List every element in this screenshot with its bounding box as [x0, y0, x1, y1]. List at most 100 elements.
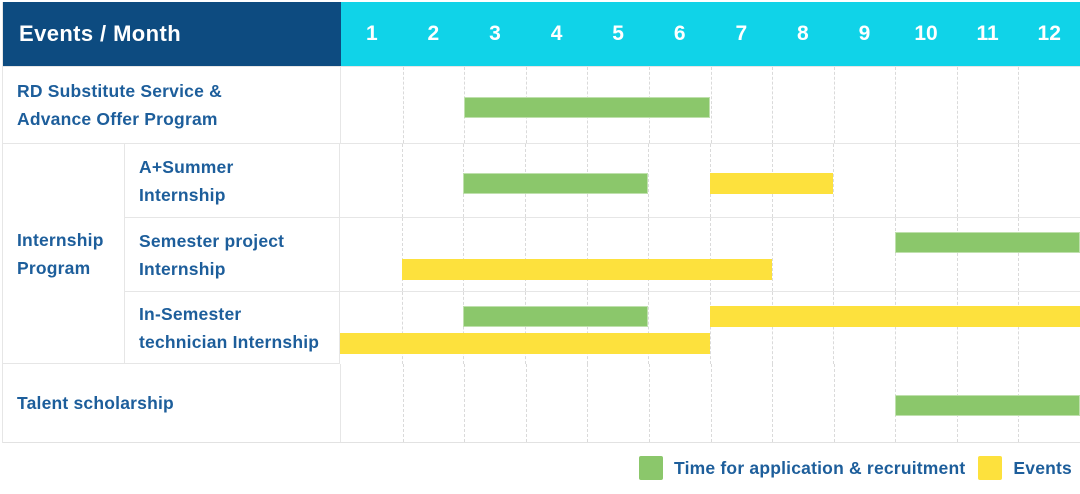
row-label-line: In-Semester [139, 304, 242, 324]
month-gridline [956, 218, 958, 291]
month-gridline [1018, 144, 1020, 217]
table-row-talent-scholarship: Talent scholarship [3, 363, 1080, 442]
month-gridline [710, 364, 712, 442]
month-gridline [895, 144, 896, 217]
month-gridline [833, 67, 835, 143]
month-gridline [833, 144, 835, 217]
row-label-talent-scholarship: Talent scholarship [3, 364, 341, 442]
event-period-bar [710, 306, 1080, 327]
month-label-7: 7 [735, 22, 748, 45]
month-gridline [772, 364, 774, 442]
green-swatch [639, 456, 664, 480]
month-label-1: 1 [365, 22, 378, 45]
month-gridline [956, 144, 958, 217]
month-gridline [402, 67, 404, 143]
row-label-line: RD Substitute Service & [17, 81, 222, 101]
row-label-line: Program [17, 257, 91, 278]
month-label-12: 12 [1037, 22, 1061, 45]
month-gridline [1018, 218, 1020, 291]
month-gridline [956, 67, 958, 143]
row-label-line: technician Internship [139, 332, 320, 352]
month-gridline [648, 292, 650, 364]
month-label-2: 2 [427, 22, 440, 45]
month-gridline [833, 292, 835, 364]
legend: Time for application & recruitment Events [0, 456, 1072, 480]
group-label-internship-program: Internship Program [3, 144, 125, 363]
chart-area [340, 144, 1080, 217]
month-header-strip: 1 2 3 4 5 6 7 8 9 10 11 12 [341, 2, 1080, 66]
recruitment-period-bar [895, 395, 1080, 416]
month-label-6: 6 [673, 22, 686, 45]
month-gridline [587, 364, 589, 442]
legend-item-green: Time for application & recruitment [639, 456, 965, 480]
month-label-4: 4 [550, 22, 563, 45]
row-label-semester-project-internship: Semester project Internship [125, 218, 340, 291]
row-label-line: Internship [139, 258, 226, 279]
chart-area [341, 364, 1080, 442]
row-label-in-semester-technician-internship: In-Semester technician Internship [125, 292, 340, 364]
month-gridline [525, 364, 527, 442]
table-row-a-plus-summer-internship: A+Summer Internship [125, 144, 1080, 217]
month-gridline [710, 218, 711, 291]
month-label-11: 11 [976, 22, 999, 45]
recruitment-period-bar [463, 306, 649, 327]
month-gridline [402, 364, 404, 442]
month-gridline [464, 364, 466, 442]
yellow-swatch [978, 456, 1003, 480]
chart-area [340, 218, 1080, 291]
month-gridline [648, 218, 650, 291]
month-gridline [710, 67, 712, 143]
internship-subrows: A+Summer Internship Semester project Intern… [125, 144, 1080, 364]
gantt-table: Events / Month 1 2 3 4 5 6 7 8 9 10 11 12 RD Substi… [2, 2, 1080, 443]
recruitment-period-bar [895, 232, 1080, 253]
row-label-line: A+Summer [139, 156, 234, 177]
month-label-5: 5 [612, 22, 624, 45]
table-header-row: Events / Month 1 2 3 4 5 6 7 8 9 10 11 12 [3, 2, 1080, 66]
recruitment-period-bar [463, 172, 649, 194]
month-label-9: 9 [858, 22, 871, 45]
month-gridline [772, 67, 774, 143]
month-gridline [1018, 67, 1020, 143]
chart-area [340, 292, 1080, 364]
legend-label: Events [1013, 457, 1072, 478]
row-label-rd-substitute-service: RD Substitute Service & Advance Offer Pro… [3, 67, 341, 143]
month-label-8: 8 [797, 22, 809, 45]
event-period-bar [340, 333, 710, 354]
month-gridline [525, 292, 526, 364]
table-section-internship-program: Internship Program A+Summer Internship Semes… [3, 143, 1080, 364]
event-period-bar [401, 259, 772, 280]
table-row-rd-substitute-service: RD Substitute Service & Advance Offer Pro… [3, 66, 1080, 143]
month-gridline [463, 292, 465, 364]
month-gridline [895, 67, 897, 143]
month-gridline [895, 292, 896, 364]
row-label-a-plus-summer-internship: A+Summer Internship [125, 144, 340, 217]
month-gridline [833, 364, 835, 442]
month-gridline [833, 218, 835, 291]
month-gridline [463, 218, 465, 291]
month-label-3: 3 [489, 22, 501, 45]
row-label-line: Semester project [139, 230, 285, 251]
month-gridline [648, 364, 650, 442]
month-label-10: 10 [914, 22, 938, 45]
month-gridline [401, 144, 403, 217]
month-gridline [586, 218, 588, 291]
table-row-semester-project-internship: Semester project Internship [125, 217, 1080, 291]
month-gridline [1018, 292, 1020, 364]
legend-item-yellow: Events [978, 456, 1072, 480]
month-gridline [648, 144, 650, 217]
row-label-line: Advance Offer Program [17, 109, 218, 129]
table-row-in-semester-technician-internship: In-Semester technician Internship [125, 291, 1080, 364]
gantt-body: RD Substitute Service & Advance Offer Pro… [3, 66, 1080, 443]
recruitment-period-bar [464, 97, 711, 118]
month-gridline [401, 218, 403, 291]
month-gridline [401, 292, 403, 364]
month-gridline [586, 292, 588, 364]
header-events-month-cell: Events / Month [3, 2, 341, 66]
legend-label: Time for application & recruitment [674, 457, 966, 478]
month-gridline [895, 218, 896, 291]
row-label-line: Talent scholarship [17, 393, 174, 413]
month-gridline [771, 292, 773, 364]
event-period-bar [710, 172, 834, 194]
month-gridline [956, 292, 958, 364]
month-gridline [525, 218, 526, 291]
